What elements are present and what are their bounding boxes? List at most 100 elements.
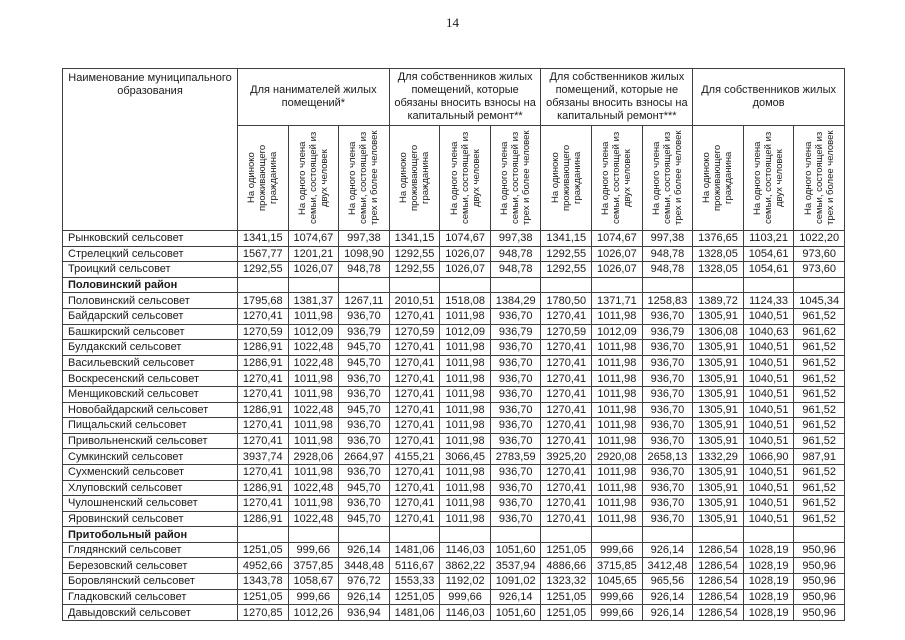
table-row: Булдакский сельсовет 1286,91 1022,48 945,70… (62, 339, 845, 356)
value-cell: 936,70 (489, 510, 542, 528)
value-cell: 945,70 (338, 510, 390, 528)
table-row: Яровинский сельсовет 1286,91 1022,48 945,70… (62, 510, 845, 528)
table-row: Воскресенский сельсовет 1270,41 1011,98 936… (62, 370, 845, 387)
value-cell: 1251,05 (237, 588, 289, 606)
value-cell: 4155,21 (388, 448, 441, 465)
value-cell: 1341,15 (237, 230, 289, 247)
value-cell: 936,70 (641, 370, 694, 387)
value-cell: 1054,61 (742, 261, 795, 278)
value-cell: 1051,60 (489, 604, 542, 621)
page-number: 14 (446, 15, 459, 30)
value-cell: 950,96 (793, 557, 845, 575)
value-cell: 1022,48 (287, 510, 340, 528)
value-cell: 1124,33 (742, 292, 795, 309)
value-cell: 950,96 (793, 604, 845, 621)
value-cell: 3862,22 (439, 557, 491, 575)
value-cell: 936,70 (338, 463, 390, 481)
value-cell: 1011,98 (287, 307, 340, 325)
value-cell: 3925,20 (540, 448, 593, 465)
value-cell: 1022,48 (287, 354, 340, 372)
value-cell: 1098,90 (338, 245, 390, 263)
value-cell: 997,38 (489, 230, 542, 247)
value-cell: 961,52 (793, 417, 845, 434)
value-cell: 936,70 (489, 432, 542, 450)
table-header: Наименование муниципального образования … (62, 68, 845, 231)
municipality-name: Байдарский сельсовет (62, 307, 238, 325)
value-cell: 950,96 (793, 573, 845, 590)
value-cell: 1045,34 (793, 292, 845, 309)
value-cell: 976,72 (338, 573, 390, 590)
value-cell: 3537,94 (489, 557, 542, 575)
value-cell: 1011,98 (439, 510, 491, 528)
value-cell: 1270,41 (388, 417, 441, 434)
value-cell: 973,60 (793, 245, 845, 263)
value-cell: 936,70 (489, 339, 542, 356)
value-cell: 1011,98 (591, 385, 643, 403)
value-cell: 1481,06 (388, 541, 441, 559)
value-cell: 936,70 (641, 401, 694, 419)
value-cell: 948,78 (641, 245, 694, 263)
value-cell: 1091,02 (489, 573, 542, 590)
table-row: Васильевский сельсовет 1286,91 1022,48 945,… (62, 354, 845, 372)
value-cell: 1011,98 (591, 354, 643, 372)
table-row: Глядянский сельсовет 1251,05 999,66 926,14 1… (62, 541, 845, 559)
value-cell: 936,70 (338, 432, 390, 450)
value-cell: 1270,41 (388, 479, 441, 497)
subheader-group3-col3: На одного члена семьи, состоящей из трех… (641, 125, 694, 231)
value-cell: 926,14 (338, 588, 390, 606)
group-header-tenants: Для нанимателей жилых помещений* (237, 68, 390, 126)
table-row: Стрелецкий сельсовет 1567,77 1201,21 1098,9… (62, 245, 845, 263)
value-cell: 1011,98 (439, 354, 491, 372)
value-cell: 936,70 (489, 401, 542, 419)
table-row: Хлуповский сельсовет 1286,91 1022,48 945,70… (62, 479, 845, 497)
rotated-subheader-label: На одного члена семьи, состоящей из трех… (802, 130, 836, 226)
value-cell: 961,62 (793, 323, 845, 341)
value-cell: 1012,09 (287, 323, 340, 341)
municipality-name: Васильевский сельсовет (62, 354, 238, 372)
value-cell: 1343,78 (237, 573, 289, 590)
value-cell: 1011,98 (439, 401, 491, 419)
value-cell: 999,66 (591, 588, 643, 606)
value-cell: 1286,54 (692, 604, 744, 621)
value-cell: 936,79 (489, 323, 542, 341)
value-cell: 936,70 (338, 370, 390, 387)
value-cell: 1040,63 (742, 323, 795, 341)
value-cell: 1286,54 (692, 588, 744, 606)
subheader-group1-col3: На одного члена семьи, состоящей из трех… (338, 125, 390, 231)
value-cell: 1022,48 (287, 479, 340, 497)
value-cell: 1381,37 (287, 292, 340, 309)
value-cell: 999,66 (439, 588, 491, 606)
value-cell: 1011,98 (591, 417, 643, 434)
value-cell: 2783,59 (489, 448, 542, 465)
rotated-subheader-label: На одного члена семьи, состоящей из двух… (296, 131, 330, 225)
municipality-name: Рынковский сельсовет (62, 230, 238, 247)
value-cell: 1270,41 (540, 370, 593, 387)
value-cell: 1011,98 (439, 417, 491, 434)
value-cell: 1305,91 (692, 432, 744, 450)
value-cell: 1270,41 (237, 370, 289, 387)
value-cell: 1270,41 (237, 385, 289, 403)
value-cell: 1103,21 (742, 230, 795, 247)
value-cell: 1040,51 (742, 495, 795, 512)
table-row: Троицкий сельсовет 1292,55 1026,07 948,78 12… (62, 261, 845, 278)
value-cell: 1258,83 (641, 292, 694, 309)
value-cell: 945,70 (338, 401, 390, 419)
municipality-name: Новобайдарский сельсовет (62, 401, 238, 419)
value-cell: 1040,51 (742, 354, 795, 372)
value-cell: 961,52 (793, 385, 845, 403)
value-cell: 936,70 (338, 385, 390, 403)
value-cell: 1040,51 (742, 339, 795, 356)
value-cell: 936,70 (641, 510, 694, 528)
rotated-subheader-label: На одного члена семьи, состоящей из трех… (499, 130, 533, 226)
value-cell (793, 526, 845, 543)
value-cell: 1270,41 (540, 479, 593, 497)
value-cell: 2928,06 (287, 448, 340, 465)
value-cell: 1040,51 (742, 401, 795, 419)
value-cell: 1270,41 (237, 495, 289, 512)
value-cell: 926,14 (641, 541, 694, 559)
value-cell (237, 526, 289, 543)
value-cell (338, 276, 390, 294)
table-row: Привольненский сельсовет 1270,41 1011,98 93… (62, 432, 845, 450)
value-cell: 945,70 (338, 354, 390, 372)
table-row: Половинский сельсовет 1795,68 1381,37 1267,… (62, 292, 845, 309)
